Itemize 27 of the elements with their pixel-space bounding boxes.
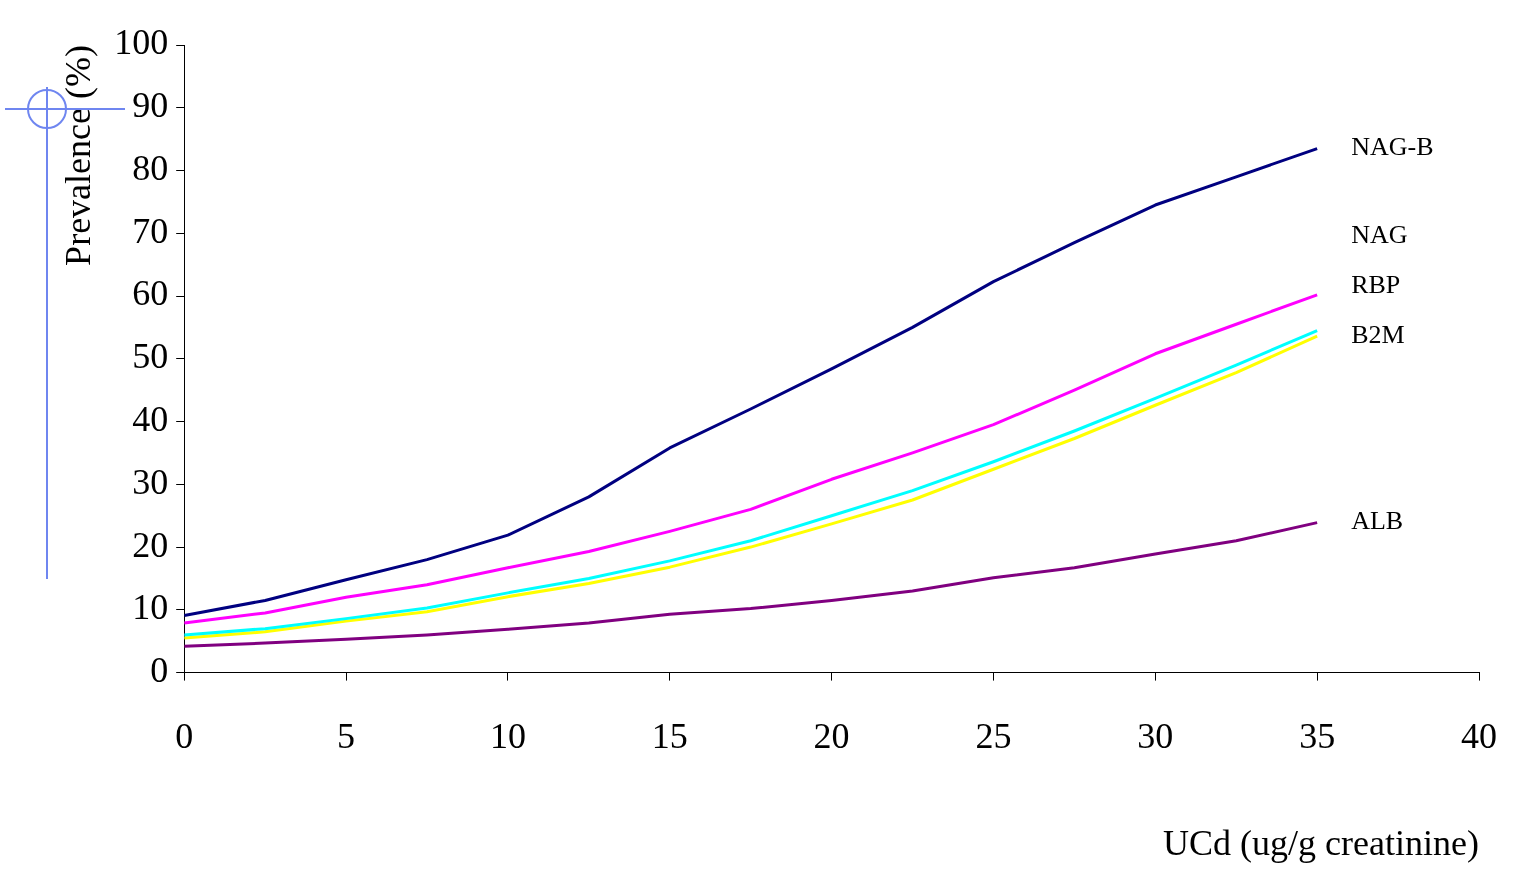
x-tick-label: 5 xyxy=(337,715,356,756)
x-tick-label: 20 xyxy=(813,715,850,756)
x-axis-title: UCd (ug/g creatinine) xyxy=(1163,822,1479,863)
x-tick-label: 10 xyxy=(489,715,526,756)
y-tick-label: 60 xyxy=(132,273,169,314)
series-label: B2M xyxy=(1351,320,1405,350)
x-tick-label: 0 xyxy=(175,715,194,756)
x-tick-label: 35 xyxy=(1299,715,1336,756)
x-tick-label: 15 xyxy=(651,715,688,756)
y-tick-label: 50 xyxy=(132,336,169,377)
y-tick-label: 70 xyxy=(132,210,169,251)
y-axis-title: Prevalence (%) xyxy=(58,45,99,266)
series-label: NAG-B xyxy=(1351,132,1434,162)
x-tick-label: 40 xyxy=(1461,715,1497,756)
y-tick-label: 90 xyxy=(132,85,169,126)
y-tick-label: 40 xyxy=(132,399,169,440)
series-label: RBP xyxy=(1351,270,1401,300)
x-tick-label: 25 xyxy=(975,715,1012,756)
series-label: ALB xyxy=(1351,506,1404,536)
y-tick-label: 30 xyxy=(132,461,169,502)
y-tick-label: 80 xyxy=(132,147,169,188)
text: NAG xyxy=(1351,220,1408,250)
y-tick-label: 10 xyxy=(132,587,169,628)
y-tick-label: 0 xyxy=(150,650,169,691)
y-tick-label: 20 xyxy=(132,524,169,565)
y-tick-label: 100 xyxy=(114,22,169,63)
x-tick-label: 30 xyxy=(1137,715,1174,756)
